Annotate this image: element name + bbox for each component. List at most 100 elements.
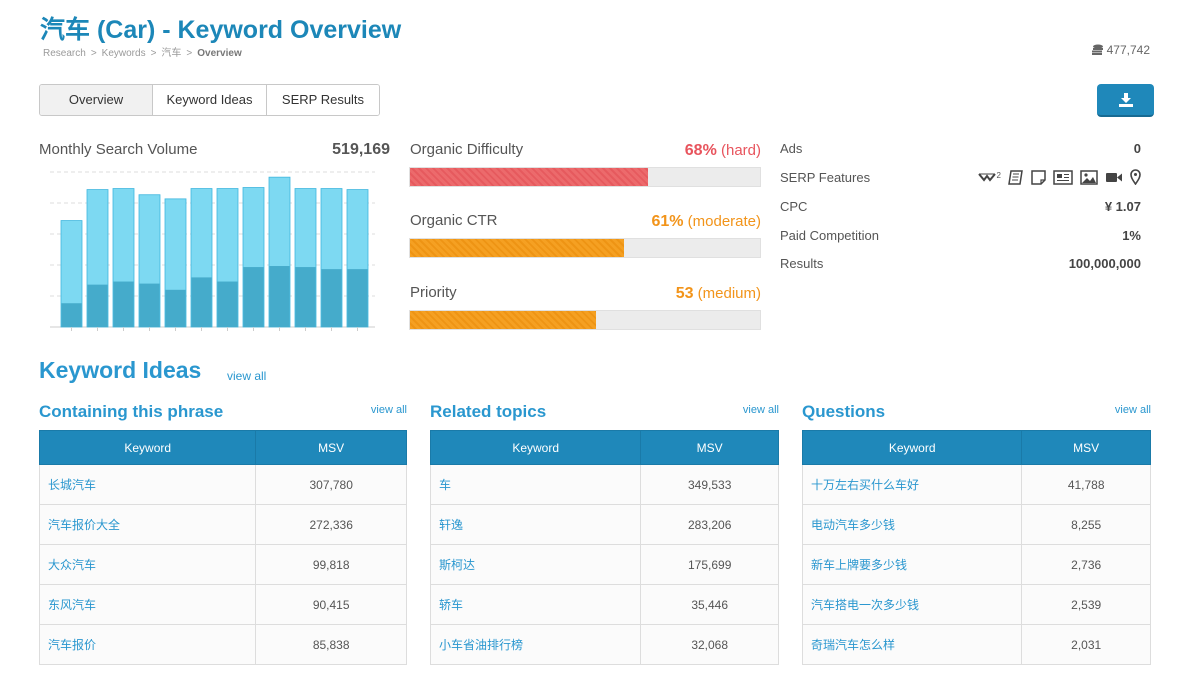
breadcrumb-separator: > bbox=[150, 48, 157, 59]
keyword-link[interactable]: 汽车搭电一次多少钱 bbox=[801, 584, 1023, 625]
msv-cell: 8,255 bbox=[1021, 504, 1151, 545]
chart-bar-mobile bbox=[87, 284, 108, 327]
sitelinks-feature[interactable]: 2 bbox=[977, 171, 1001, 183]
ctr-value: 61% (moderate) bbox=[560, 213, 761, 231]
keyword-link[interactable]: 东风汽车 bbox=[38, 584, 257, 625]
keyword-link[interactable]: 十万左右买什么车好 bbox=[801, 464, 1023, 505]
chart-bar-mobile bbox=[165, 289, 186, 327]
table-row: 长城汽车 307,780 bbox=[38, 464, 407, 505]
priority-bar bbox=[409, 310, 761, 330]
questions-table: Keyword MSV 十万左右买什么车好 41,788 电动汽车多少钱 8,255 新车… bbox=[801, 430, 1151, 665]
cpc-value: ¥ 1.07 bbox=[1104, 198, 1141, 214]
keyword-link[interactable]: 斯柯达 bbox=[429, 544, 642, 585]
ctr-bar-fill bbox=[410, 239, 624, 257]
table-header-row: Keyword MSV bbox=[38, 430, 407, 465]
keyword-link[interactable]: 电动汽车多少钱 bbox=[801, 504, 1023, 545]
keyword-link[interactable]: 车 bbox=[429, 464, 642, 505]
containing-phrase-view-all-link[interactable]: view all bbox=[370, 404, 407, 416]
breadcrumb-keyword[interactable]: 汽车 bbox=[161, 48, 182, 59]
results-label: Results bbox=[780, 255, 824, 271]
ads-label: Ads bbox=[780, 140, 803, 156]
table-row: 东风汽车 90,415 bbox=[38, 584, 407, 625]
difficulty-value: 68% (hard) bbox=[560, 142, 761, 160]
column-header-msv[interactable]: MSV bbox=[1021, 430, 1151, 465]
column-header-keyword[interactable]: Keyword bbox=[38, 430, 257, 465]
priority-bar-fill bbox=[410, 311, 596, 329]
chart-bar-mobile bbox=[269, 266, 290, 327]
table-row: 汽车报价 85,838 bbox=[38, 624, 407, 665]
export-button[interactable] bbox=[1097, 84, 1154, 117]
ctr-qualifier: (moderate) bbox=[687, 213, 761, 230]
keyword-link[interactable]: 长城汽车 bbox=[38, 464, 257, 505]
msv-cell: 2,031 bbox=[1021, 624, 1151, 665]
tab-keyword-ideas[interactable]: Keyword Ideas bbox=[153, 85, 267, 115]
column-header-msv[interactable]: MSV bbox=[255, 430, 407, 465]
local-pack-icon[interactable] bbox=[1130, 169, 1141, 185]
serp-features-label: SERP Features bbox=[780, 169, 871, 185]
chart-bar-mobile bbox=[113, 281, 134, 327]
keyword-link[interactable]: 轿车 bbox=[429, 584, 642, 625]
column-header-keyword[interactable]: Keyword bbox=[801, 430, 1023, 465]
chart-bar-mobile bbox=[321, 269, 342, 327]
keyword-link[interactable]: 汽车报价大全 bbox=[38, 504, 257, 545]
keyword-ideas-heading: Keyword Ideas bbox=[39, 357, 202, 383]
breadcrumb-keywords[interactable]: Keywords bbox=[101, 48, 146, 59]
msv-cell: 175,699 bbox=[640, 544, 779, 585]
news-icon[interactable] bbox=[1053, 169, 1073, 185]
msv-cell: 85,838 bbox=[255, 624, 407, 665]
video-icon[interactable] bbox=[1105, 171, 1123, 184]
page-title: 汽车 (Car) - Keyword Overview bbox=[40, 16, 402, 44]
questions-view-all-link[interactable]: view all bbox=[1114, 404, 1151, 416]
msv-cell: 2,539 bbox=[1021, 584, 1151, 625]
column-header-keyword[interactable]: Keyword bbox=[429, 430, 642, 465]
knowledge-card-icon[interactable] bbox=[1008, 169, 1024, 185]
paid-competition-label: Paid Competition bbox=[780, 227, 879, 243]
keyword-link[interactable]: 新车上牌要多少钱 bbox=[801, 544, 1023, 585]
keyword-link[interactable]: 小车省油排行榜 bbox=[429, 624, 642, 665]
table-header-row: Keyword MSV bbox=[429, 430, 779, 465]
msv-cell: 41,788 bbox=[1021, 464, 1151, 505]
msv-value: 519,169 bbox=[332, 141, 390, 158]
featured-snippet-icon[interactable] bbox=[1031, 169, 1046, 185]
ctr-percent: 61% bbox=[651, 213, 684, 230]
table-row: 车 349,533 bbox=[429, 464, 779, 505]
msv-label: Monthly Search Volume bbox=[39, 141, 198, 158]
msv-cell: 272,336 bbox=[255, 504, 407, 545]
priority-qualifier: (medium) bbox=[697, 285, 761, 302]
msv-bar-chart bbox=[50, 171, 375, 331]
chart-bar-mobile bbox=[139, 283, 160, 327]
related-topics-title: Related topics bbox=[430, 402, 547, 421]
table-row: 十万左右买什么车好 41,788 bbox=[801, 464, 1151, 505]
paid-competition-value: 1% bbox=[1122, 227, 1141, 243]
keyword-ideas-view-all-link[interactable]: view all bbox=[227, 369, 267, 383]
keyword-link[interactable]: 汽车报价 bbox=[38, 624, 257, 665]
msv-cell: 307,780 bbox=[255, 464, 407, 505]
column-header-msv[interactable]: MSV bbox=[640, 430, 779, 465]
breadcrumb: Research > Keywords > 汽车 > Overview bbox=[43, 44, 242, 59]
stat-serp-features: SERP Features 2 bbox=[780, 167, 1141, 187]
keyword-link[interactable]: 大众汽车 bbox=[38, 544, 257, 585]
table-row: 轿车 35,446 bbox=[429, 584, 779, 625]
stat-cpc: CPC ¥ 1.07 bbox=[780, 196, 1141, 216]
image-pack-icon[interactable] bbox=[1080, 169, 1098, 185]
msv-cell: 283,206 bbox=[640, 504, 779, 545]
msv-cell: 2,736 bbox=[1021, 544, 1151, 585]
breadcrumb-research[interactable]: Research bbox=[43, 48, 86, 59]
table-row: 小车省油排行榜 32,068 bbox=[429, 624, 779, 665]
questions-title: Questions bbox=[802, 402, 886, 421]
table-row: 大众汽车 99,818 bbox=[38, 544, 407, 585]
keyword-link[interactable]: 奇瑞汽车怎么样 bbox=[801, 624, 1023, 665]
priority-label: Priority bbox=[410, 284, 457, 301]
related-topics-view-all-link[interactable]: view all bbox=[742, 404, 779, 416]
tab-overview[interactable]: Overview bbox=[40, 85, 153, 115]
tab-serp-results[interactable]: SERP Results bbox=[267, 85, 379, 115]
difficulty-bar bbox=[409, 167, 761, 187]
stat-ads: Ads 0 bbox=[780, 138, 1141, 158]
related-topics-table: Keyword MSV 车 349,533 轩逸 283,206 斯柯达 175,699 轿车… bbox=[429, 430, 779, 665]
cpc-label: CPC bbox=[780, 198, 808, 214]
table-row: 汽车报价大全 272,336 bbox=[38, 504, 407, 545]
ctr-bar bbox=[409, 238, 761, 258]
table-row: 电动汽车多少钱 8,255 bbox=[801, 504, 1151, 545]
keyword-link[interactable]: 轩逸 bbox=[429, 504, 642, 545]
priority-score: 53 bbox=[675, 285, 694, 302]
